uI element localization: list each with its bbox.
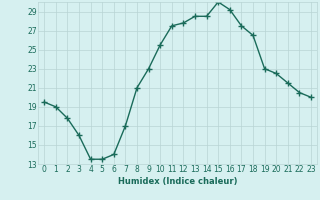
X-axis label: Humidex (Indice chaleur): Humidex (Indice chaleur) <box>118 177 237 186</box>
